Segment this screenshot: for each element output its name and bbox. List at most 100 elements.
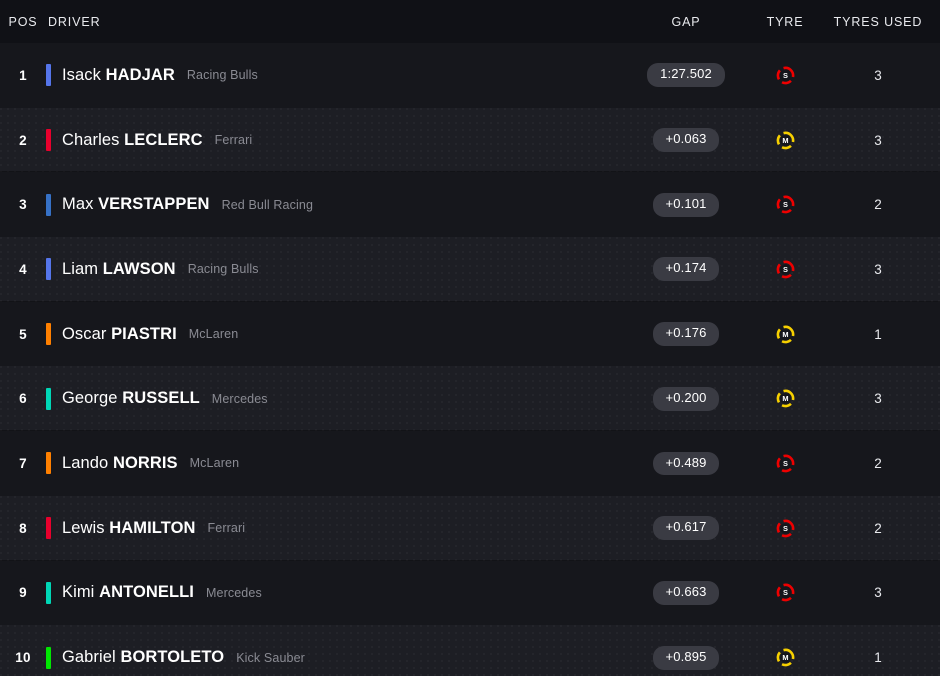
position-number: 5: [19, 326, 27, 342]
gap-pill: +0.895: [652, 645, 720, 670]
position-number: 1: [19, 67, 27, 83]
medium-tyre-icon: M: [776, 389, 795, 408]
team-name: Racing Bulls: [186, 68, 258, 83]
tyre-cell: S: [748, 66, 822, 85]
table-row[interactable]: 9 Kimi ANTONELLI Mercedes +0.663 S 3: [0, 560, 940, 626]
tyre-cell: M: [748, 389, 822, 408]
driver-last-name: HAMILTON: [109, 518, 196, 537]
driver-last-name: LECLERC: [124, 130, 203, 149]
header-tyre: TYRE: [766, 14, 804, 29]
team-name: Kick Sauber: [236, 650, 305, 665]
driver-name: Charles LECLERC: [62, 131, 203, 150]
gap-cell: +0.063: [624, 128, 748, 152]
gap-pill: +0.101: [652, 192, 720, 217]
position-number: 4: [19, 261, 27, 277]
soft-tyre-icon: S: [776, 519, 795, 538]
team-color-swatch: [46, 581, 51, 604]
svg-text:M: M: [782, 394, 788, 403]
tyre-cell: M: [748, 325, 822, 344]
gap-pill: +0.176: [652, 322, 720, 347]
gap-pill: +0.489: [652, 451, 720, 476]
gap-pill: +0.174: [652, 257, 720, 282]
soft-tyre-icon: S: [776, 583, 795, 602]
driver-name: Kimi ANTONELLI: [62, 583, 194, 602]
soft-tyre-icon: S: [776, 260, 795, 279]
team-color-swatch: [46, 387, 51, 410]
tyre-cell: S: [748, 519, 822, 538]
soft-tyre-icon: S: [776, 195, 795, 214]
driver-name: Liam LAWSON: [62, 260, 176, 279]
header-tyres-used: TYRES USED: [833, 14, 923, 29]
driver-first-name: George: [62, 389, 118, 408]
gap-cell: +0.101: [624, 192, 748, 217]
svg-text:S: S: [783, 459, 788, 468]
tyre-cell: S: [748, 195, 822, 214]
tyres-used-count: 2: [874, 520, 882, 536]
team-name: McLaren: [189, 456, 240, 471]
driver-first-name: Isack: [62, 65, 101, 84]
team-color-swatch: [46, 452, 51, 475]
driver-name: Oscar PIASTRI: [62, 325, 177, 344]
table-row[interactable]: 3 Max VERSTAPPEN Red Bull Racing +0.101 S 2: [0, 172, 940, 238]
position-number: 8: [19, 520, 27, 536]
tyre-cell: S: [748, 454, 822, 473]
tyre-cell: M: [748, 648, 822, 667]
position-number: 10: [15, 650, 31, 666]
gap-pill: 1:27.502: [647, 63, 725, 88]
tyres-used-count: 2: [874, 455, 882, 471]
team-color-swatch: [46, 258, 51, 281]
driver-name: Lewis HAMILTON: [62, 519, 196, 538]
driver-first-name: Liam: [62, 259, 99, 278]
driver-first-name: Lando: [62, 453, 109, 472]
team-name: Ferrari: [214, 133, 253, 148]
driver-rows: 1 Isack HADJAR Racing Bulls 1:27.502 S 3 2 Char…: [0, 43, 940, 676]
gap-pill: +0.063: [652, 128, 720, 152]
svg-text:M: M: [782, 136, 788, 145]
driver-last-name: NORRIS: [112, 453, 178, 472]
gap-cell: +0.663: [624, 580, 748, 605]
tyres-used-count: 1: [874, 326, 882, 342]
gap-cell: +0.176: [624, 322, 748, 347]
table-row[interactable]: 5 Oscar PIASTRI McLaren +0.176 M 1: [0, 301, 940, 367]
team-name: McLaren: [188, 327, 239, 342]
table-row[interactable]: 8 Lewis HAMILTON Ferrari +0.617 S 2: [0, 495, 940, 561]
table-row[interactable]: 4 Liam LAWSON Racing Bulls +0.174 S 3: [0, 237, 940, 302]
team-name: Red Bull Racing: [221, 197, 314, 212]
driver-last-name: HADJAR: [105, 65, 175, 84]
position-number: 9: [19, 585, 27, 601]
position-number: 6: [19, 391, 27, 407]
table-row[interactable]: 6 George RUSSELL Mercedes +0.200 M 3: [0, 366, 940, 432]
team-color-swatch: [46, 129, 51, 152]
medium-tyre-icon: M: [776, 131, 795, 150]
gap-pill: +0.617: [652, 516, 720, 541]
team-name: Racing Bulls: [187, 262, 259, 277]
team-name: Ferrari: [207, 521, 246, 536]
driver-last-name: RUSSELL: [122, 389, 200, 408]
driver-last-name: PIASTRI: [111, 324, 177, 343]
driver-first-name: Lewis: [62, 518, 105, 537]
gap-cell: +0.617: [624, 516, 748, 541]
team-color-swatch: [46, 193, 51, 216]
table-row[interactable]: 10 Gabriel BORTOLETO Kick Sauber +0.895 M 1: [0, 625, 940, 676]
driver-last-name: VERSTAPPEN: [98, 195, 210, 214]
driver-name: Gabriel BORTOLETO: [62, 648, 224, 667]
svg-text:S: S: [783, 524, 788, 533]
team-color-swatch: [46, 323, 51, 346]
table-row[interactable]: 1 Isack HADJAR Racing Bulls 1:27.502 S 3: [0, 43, 940, 108]
header-driver: DRIVER: [48, 14, 101, 29]
driver-name: Isack HADJAR: [62, 66, 175, 85]
driver-first-name: Charles: [62, 130, 120, 149]
table-row[interactable]: 7 Lando NORRIS McLaren +0.489 S 2: [0, 431, 940, 496]
header-gap: GAP: [671, 14, 701, 29]
tyres-used-count: 3: [874, 585, 882, 601]
table-row[interactable]: 2 Charles LECLERC Ferrari +0.063 M 3: [0, 107, 940, 173]
tyres-used-count: 3: [874, 391, 882, 407]
medium-tyre-icon: M: [776, 648, 795, 667]
gap-cell: +0.895: [624, 645, 748, 670]
position-number: 3: [19, 197, 27, 213]
position-number: 7: [19, 455, 27, 471]
table-header: POS DRIVER GAP TYRE TYRES USED: [0, 0, 940, 43]
gap-pill: +0.200: [652, 386, 720, 411]
soft-tyre-icon: S: [776, 66, 795, 85]
